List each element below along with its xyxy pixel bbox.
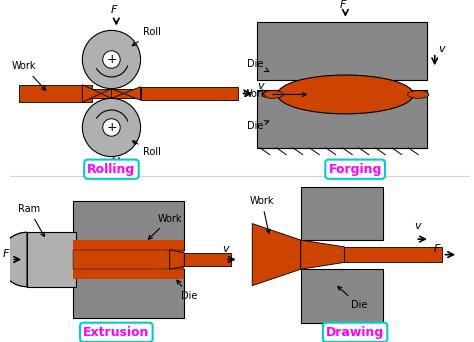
Text: v: v bbox=[414, 221, 420, 231]
Circle shape bbox=[103, 119, 120, 136]
Text: v: v bbox=[257, 81, 264, 91]
Polygon shape bbox=[170, 250, 184, 269]
Text: v: v bbox=[222, 244, 228, 254]
Text: Die: Die bbox=[338, 286, 367, 310]
FancyBboxPatch shape bbox=[73, 250, 170, 269]
FancyBboxPatch shape bbox=[73, 267, 184, 279]
FancyBboxPatch shape bbox=[345, 247, 441, 262]
Text: Die: Die bbox=[247, 60, 269, 72]
Circle shape bbox=[103, 51, 120, 68]
Ellipse shape bbox=[277, 75, 413, 114]
FancyBboxPatch shape bbox=[82, 89, 141, 98]
Polygon shape bbox=[82, 85, 111, 102]
Text: Drawing: Drawing bbox=[326, 326, 384, 339]
Text: +: + bbox=[106, 53, 117, 66]
FancyBboxPatch shape bbox=[184, 253, 231, 266]
Text: Die: Die bbox=[177, 280, 197, 301]
FancyBboxPatch shape bbox=[27, 232, 75, 287]
Text: F: F bbox=[339, 0, 346, 10]
Text: Die: Die bbox=[247, 121, 269, 131]
Polygon shape bbox=[0, 232, 27, 287]
FancyBboxPatch shape bbox=[73, 240, 184, 252]
Circle shape bbox=[82, 30, 141, 89]
Text: Roll: Roll bbox=[132, 141, 161, 157]
Text: Rolling: Rolling bbox=[87, 163, 136, 176]
Text: F: F bbox=[110, 170, 117, 180]
Text: Work: Work bbox=[243, 90, 306, 100]
Text: Work: Work bbox=[250, 196, 274, 233]
FancyBboxPatch shape bbox=[301, 187, 383, 240]
FancyBboxPatch shape bbox=[73, 269, 184, 318]
Text: +: + bbox=[106, 121, 117, 134]
FancyBboxPatch shape bbox=[257, 22, 427, 80]
Circle shape bbox=[82, 98, 141, 157]
Ellipse shape bbox=[408, 91, 429, 98]
Text: Extrusion: Extrusion bbox=[83, 326, 149, 339]
Text: F: F bbox=[110, 5, 117, 15]
Text: F: F bbox=[3, 249, 9, 259]
FancyBboxPatch shape bbox=[73, 201, 184, 250]
Text: Work: Work bbox=[12, 61, 46, 91]
Text: Work: Work bbox=[148, 214, 182, 239]
Text: F: F bbox=[434, 244, 440, 254]
Polygon shape bbox=[111, 87, 141, 100]
Text: v: v bbox=[438, 44, 445, 54]
Polygon shape bbox=[301, 240, 345, 269]
FancyBboxPatch shape bbox=[301, 269, 383, 323]
Polygon shape bbox=[252, 224, 301, 286]
FancyBboxPatch shape bbox=[19, 85, 92, 102]
FancyBboxPatch shape bbox=[141, 87, 237, 100]
FancyBboxPatch shape bbox=[257, 90, 427, 148]
Ellipse shape bbox=[262, 91, 283, 98]
Text: Forging: Forging bbox=[328, 163, 382, 176]
FancyBboxPatch shape bbox=[73, 250, 184, 269]
Text: Ram: Ram bbox=[18, 204, 45, 237]
Text: Roll: Roll bbox=[132, 27, 161, 45]
